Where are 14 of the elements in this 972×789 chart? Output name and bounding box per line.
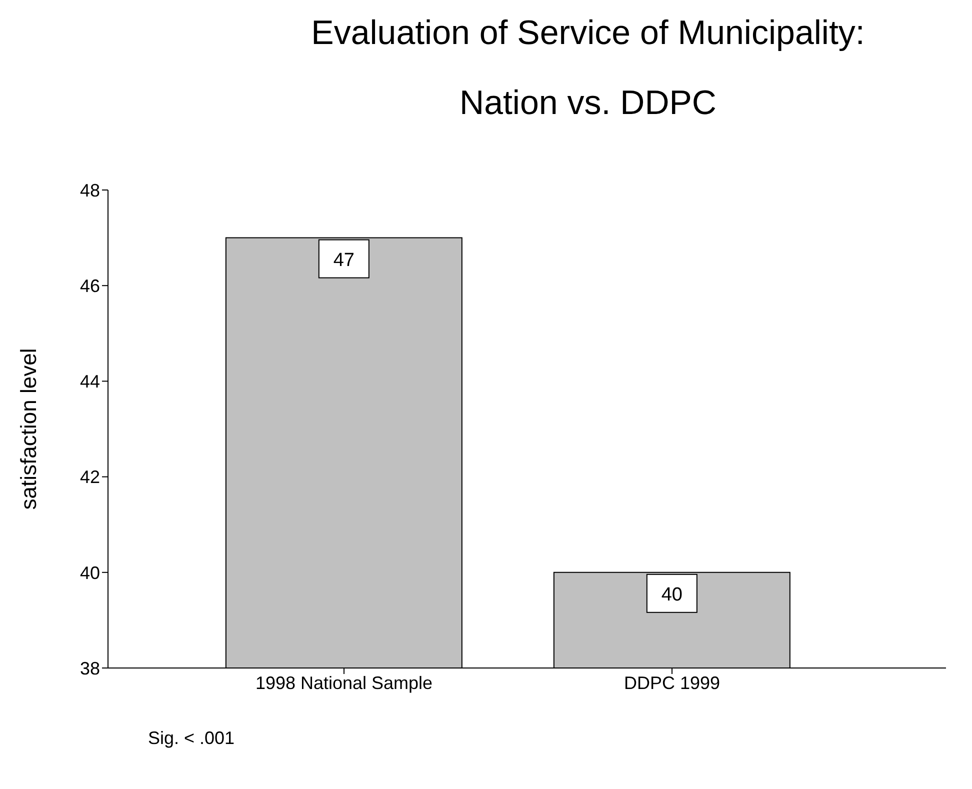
y-tick-label: 42 (80, 467, 100, 488)
chart-subtitle: Nation vs. DDPC (458, 84, 718, 123)
data-label: 40 (661, 584, 682, 606)
chart-title: Evaluation of Service of Municipality: (310, 14, 866, 53)
y-tick-label: 46 (80, 276, 100, 296)
x-tick-label: DDPC 1999 (624, 672, 720, 693)
y-tick-label: 40 (80, 562, 100, 583)
y-tick-label: 44 (80, 372, 100, 392)
x-tick-label: 1998 National Sample (255, 672, 433, 693)
y-tick-label: 48 (80, 180, 100, 200)
y-axis-title: satisfaction level (16, 348, 41, 510)
data-label: 47 (333, 250, 354, 271)
text: Sig. < .001 (148, 728, 235, 749)
y-tick-label: 38 (80, 658, 100, 678)
